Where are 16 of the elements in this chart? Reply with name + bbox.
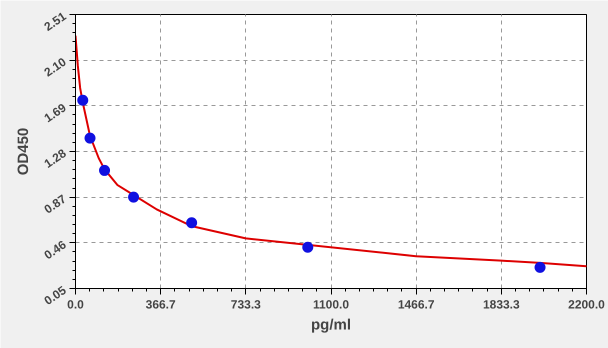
x-tick-label: 1466.7	[398, 298, 435, 312]
x-axis-title: pg/ml	[311, 316, 351, 334]
y-tick-label: 0.05	[42, 282, 69, 308]
x-tick-label: 0.0	[67, 298, 84, 312]
x-tick-label: 366.7	[146, 298, 176, 312]
y-tick-label: 2.10	[42, 54, 69, 80]
x-tick-label: 2200.0	[568, 298, 606, 312]
y-tick-label: 2.51	[42, 8, 69, 34]
y-axis-title: OD450	[15, 128, 32, 176]
y-tick-label: 0.87	[42, 192, 69, 217]
y-tick-label: 1.28	[42, 146, 69, 171]
x-tick-label: 733.3	[230, 298, 262, 312]
y-tick-label: 1.69	[42, 100, 69, 126]
x-tick-label: 1833.3	[482, 298, 520, 312]
x-tick-label: 1100.0	[312, 298, 350, 312]
y-tick-label: 0.46	[42, 237, 69, 262]
